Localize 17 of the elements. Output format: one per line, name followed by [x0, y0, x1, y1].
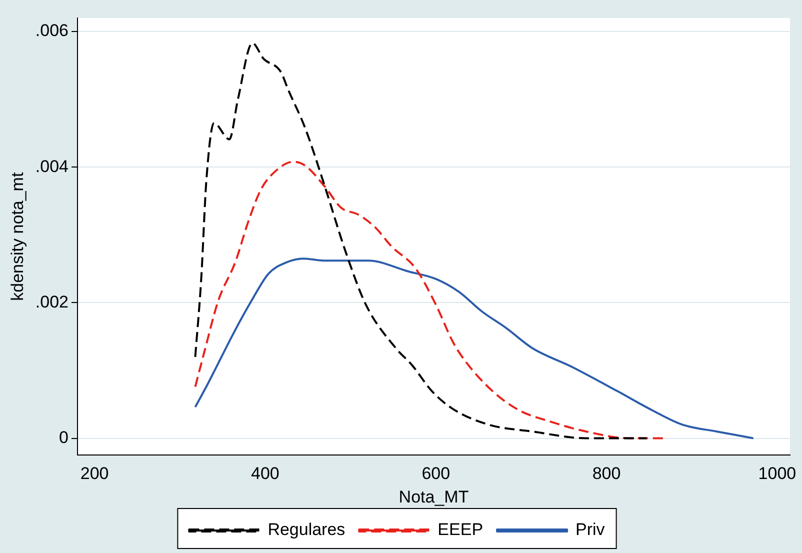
line-series [194, 160, 664, 440]
line-series [194, 258, 754, 440]
legend-label: Priv [576, 520, 606, 540]
x-tick-label: 400 [251, 464, 280, 484]
x-axis-title: Nota_MT [398, 487, 469, 506]
legend-label: EEEP [438, 520, 484, 540]
x-tick-label: 800 [592, 464, 621, 484]
x-tick-label: 1000 [758, 464, 796, 484]
x-tick-label: 600 [422, 464, 450, 484]
legend-label: Regulares [268, 520, 346, 540]
y-tick-label: .004 [35, 156, 68, 176]
line-series [194, 42, 648, 440]
x-tick-label: 200 [80, 464, 109, 484]
y-tick-label: .002 [35, 292, 68, 312]
y-tick-label: .006 [35, 21, 68, 40]
y-tick-label: 0 [59, 428, 68, 447]
y-axis-title: kdensity nota_mt [8, 172, 27, 301]
